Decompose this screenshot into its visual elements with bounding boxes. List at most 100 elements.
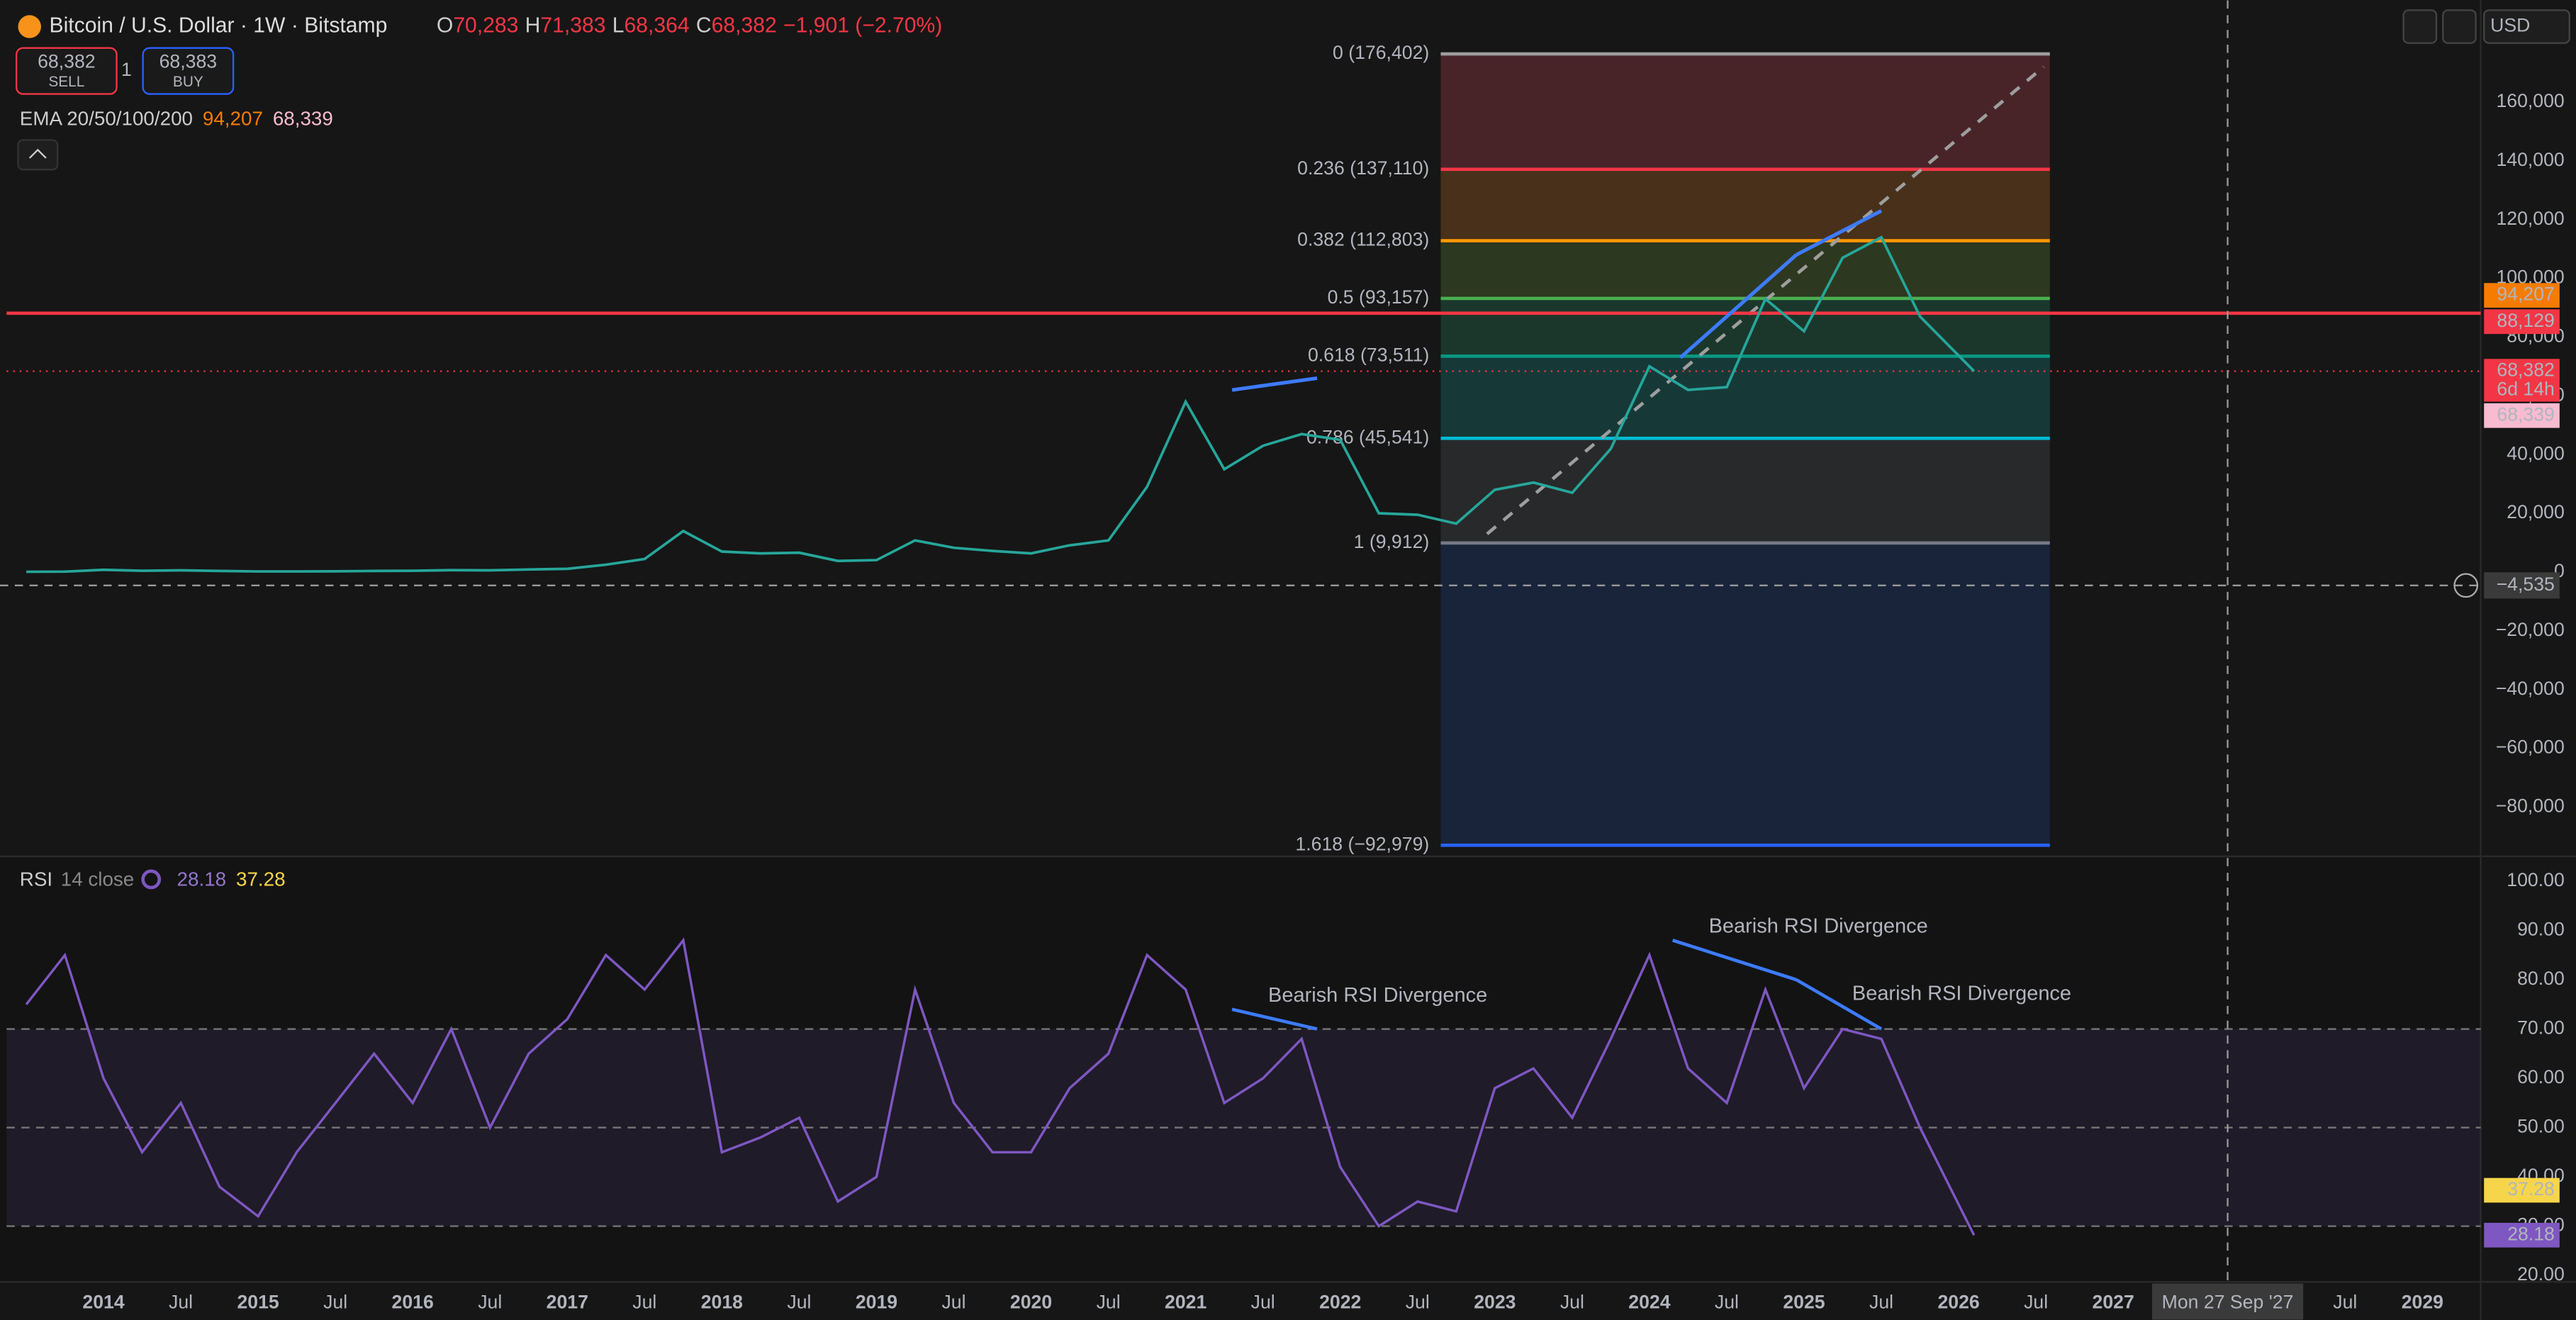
buy-label[interactable]: BUY: [173, 74, 203, 90]
fib-zone: [1440, 438, 2050, 543]
x-tick-label: Jul: [1560, 1291, 1584, 1312]
rsi-tick-label: 20.00: [2517, 1263, 2565, 1285]
y-tick-label: −20,000: [2496, 619, 2565, 640]
price-line: [26, 235, 1976, 574]
sell-price[interactable]: 68,382: [38, 51, 95, 72]
ohlc-key: H: [525, 14, 541, 38]
rsi-readout: 37.28: [236, 868, 286, 890]
price-tag: [2484, 283, 2560, 308]
ohlc-key: C: [696, 14, 712, 38]
ohlc-key: L: [612, 14, 625, 38]
ema-value: 94,207: [203, 108, 263, 130]
fib-label: 0.5 (93,157): [1328, 286, 1430, 308]
x-tick-label: 2026: [1937, 1291, 1979, 1312]
rsi-readout: 28.18: [177, 868, 227, 890]
rsi-divergence-line: [1231, 1007, 1318, 1031]
x-tick-label: Jul: [1869, 1291, 1893, 1312]
fib-label: 0.236 (137,110): [1297, 157, 1429, 179]
price-tag-label: 88,129: [2497, 310, 2554, 331]
rsi-pane: [0, 858, 2481, 1282]
download-button[interactable]: [2402, 9, 2438, 44]
crosshair-x-tag: [2151, 1283, 2304, 1320]
x-tick-label: 2029: [2402, 1291, 2443, 1312]
x-tick-label: 2027: [2093, 1291, 2134, 1312]
buy-price[interactable]: 68,383: [159, 51, 217, 72]
fib-label: 1 (9,912): [1354, 531, 1430, 552]
x-tick-label: Jul: [478, 1291, 502, 1312]
y-tick-label: −80,000: [2496, 795, 2565, 817]
ohlc-value: 68,364: [625, 14, 690, 38]
x-tick-label: Jul: [787, 1291, 811, 1312]
rsi-params: 14 close: [61, 868, 135, 890]
x-tick-label: 2023: [1474, 1291, 1516, 1312]
symbol-icon: [18, 15, 41, 38]
annotation: Bearish RSI Divergence: [1852, 983, 2071, 1005]
fib-label: 0.382 (112,803): [1297, 229, 1429, 250]
y-tick-label: 40,000: [2507, 442, 2564, 464]
x-tick-label: Jul: [2333, 1291, 2357, 1312]
x-tick-label: Jul: [632, 1291, 656, 1312]
rsi-tick-label: 50.00: [2517, 1116, 2565, 1137]
buy-button[interactable]: [142, 47, 235, 95]
sell-button[interactable]: [16, 47, 118, 95]
x-tick-label: Jul: [1251, 1291, 1275, 1312]
price-tag: [2484, 309, 2560, 335]
x-tick-label: Jul: [1406, 1291, 1430, 1312]
x-tick-label: Jul: [323, 1291, 347, 1312]
x-tick-label: 2020: [1010, 1291, 1052, 1312]
price-tag-label: 37.28: [2507, 1178, 2555, 1199]
fib-label: 0 (176,402): [1333, 42, 1429, 63]
symbol-header: Bitcoin / U.S. Dollar · 1W · Bitstamp O70…: [50, 14, 943, 38]
price-tag: [2484, 359, 2560, 402]
fib-zone: [1440, 240, 2050, 298]
rsi-divergence-line: [1795, 978, 1883, 1031]
x-tick-label: Jul: [1715, 1291, 1739, 1312]
price-tag-label: 68,382: [2497, 359, 2554, 381]
currency-button[interactable]: [2483, 9, 2570, 44]
fib-zone: [1440, 356, 2050, 439]
ohlc-value: 68,382: [712, 14, 777, 38]
price-tag-label: 28.18: [2507, 1223, 2555, 1244]
x-tick-label: 2024: [1628, 1291, 1670, 1312]
currency[interactable]: USD: [2490, 15, 2530, 36]
x-tick-label: 2016: [392, 1291, 434, 1312]
price-change: −1,901 (−2.70%): [783, 14, 942, 38]
crosshair-y-tag: [2484, 572, 2560, 599]
annotation: Bearish RSI Divergence: [1709, 915, 1928, 937]
ema-value: 68,339: [273, 108, 333, 130]
symbol-name: Bitcoin / U.S. Dollar · 1W · Bitstamp: [50, 14, 388, 38]
ohlc-key: O: [437, 14, 453, 38]
divergence-line: [1795, 209, 1883, 257]
y-tick-label: −60,000: [2496, 737, 2565, 758]
rsi-tick-label: 70.00: [2517, 1017, 2565, 1039]
rsi-icon: [141, 869, 162, 890]
price-tag: [2484, 403, 2560, 428]
y-tick-label: 140,000: [2496, 149, 2564, 170]
y-tick-label: 160,000: [2496, 90, 2564, 111]
y-tick-label: −40,000: [2496, 678, 2565, 699]
rsi-tick-label: 60.00: [2517, 1066, 2565, 1087]
sell-label[interactable]: SELL: [48, 74, 84, 90]
price-tag: [2484, 1178, 2560, 1203]
y-tick-label: 120,000: [2496, 208, 2564, 229]
price-tag-label: 68,339: [2497, 403, 2554, 425]
price-tag-label: 94,207: [2497, 284, 2554, 305]
ema-label: EMA 20/50/100/200: [20, 108, 193, 130]
rsi-line: [25, 937, 1976, 1236]
ohlc-value: 71,383: [540, 14, 605, 38]
divergence-line: [1679, 253, 1798, 359]
rsi-divergence-line: [1671, 939, 1797, 982]
rsi-legend: RSI 14 close 28.18 37.28: [20, 868, 286, 890]
divergence-line: [1231, 376, 1318, 392]
x-tick-label: 2014: [82, 1291, 124, 1312]
fib-label: 1.618 (−92,979): [1295, 833, 1429, 854]
collapse-button[interactable]: [17, 139, 59, 171]
crosshair-x-label: Mon 27 Sep '27: [2162, 1291, 2294, 1312]
x-tick-label: Jul: [941, 1291, 965, 1312]
fullscreen-button[interactable]: [2442, 9, 2477, 44]
fib-zone: [1440, 542, 2050, 846]
rsi-tick-label: 80.00: [2517, 968, 2565, 989]
quantity: 1: [121, 59, 132, 80]
